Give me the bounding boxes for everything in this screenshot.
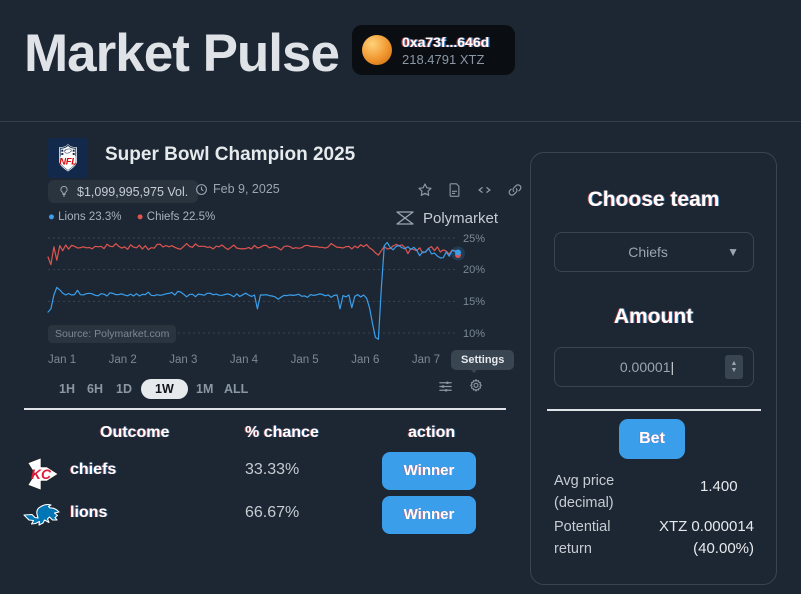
svg-text:KC: KC [31, 466, 52, 482]
svg-text:NFL: NFL [59, 157, 77, 168]
